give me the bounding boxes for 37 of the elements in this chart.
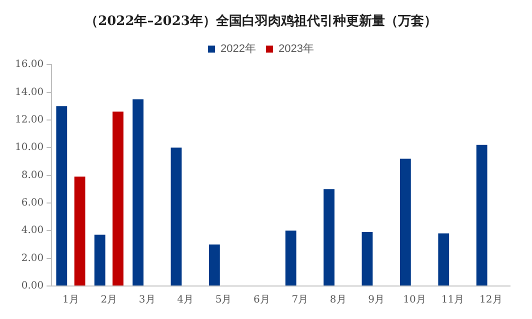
y-tick-label: 4.00 <box>21 225 44 236</box>
x-tick-label: 9月 <box>368 294 384 306</box>
x-tick-label: 1月 <box>62 294 79 306</box>
y-tick-label: 0.00 <box>21 280 44 292</box>
bar <box>324 189 334 286</box>
x-tick-label: 4月 <box>177 294 194 306</box>
y-tick-label: 2.00 <box>21 252 44 264</box>
x-tick-label: 6月 <box>254 294 270 306</box>
x-tick-label: 12月 <box>480 294 502 306</box>
x-tick-label: 2月 <box>100 294 118 306</box>
legend-label: 2023年 <box>278 43 314 56</box>
bar <box>209 244 220 286</box>
y-tick-label: 10.00 <box>14 142 44 154</box>
bar <box>285 230 296 286</box>
bar <box>56 106 68 286</box>
y-tick-label: 16.00 <box>14 59 44 70</box>
chart-title: （2022年–2023年）全国白羽肉鸡祖代引种更新量（万套） <box>85 13 437 30</box>
bar <box>94 234 106 286</box>
x-tick-label: 8月 <box>330 294 346 306</box>
bar <box>170 148 182 286</box>
y-tick-label: 14.00 <box>14 86 44 98</box>
x-tick-label: 10月 <box>403 294 426 306</box>
y-tick-label: 6.00 <box>21 198 44 209</box>
bar <box>438 233 450 286</box>
bar <box>400 158 411 286</box>
bar <box>476 144 488 286</box>
bar <box>112 112 124 286</box>
bar <box>74 176 86 286</box>
bar <box>132 99 144 286</box>
x-tick-label: 5月 <box>215 294 232 306</box>
x-tick-label: 7月 <box>292 294 308 306</box>
x-tick-label: 3月 <box>138 294 156 306</box>
x-tick-label: 11月 <box>441 294 464 306</box>
y-tick-label: 8.00 <box>21 170 44 181</box>
bar <box>362 232 373 286</box>
y-tick-label: 12.00 <box>14 114 44 126</box>
legend-label: 2022年 <box>220 43 256 56</box>
